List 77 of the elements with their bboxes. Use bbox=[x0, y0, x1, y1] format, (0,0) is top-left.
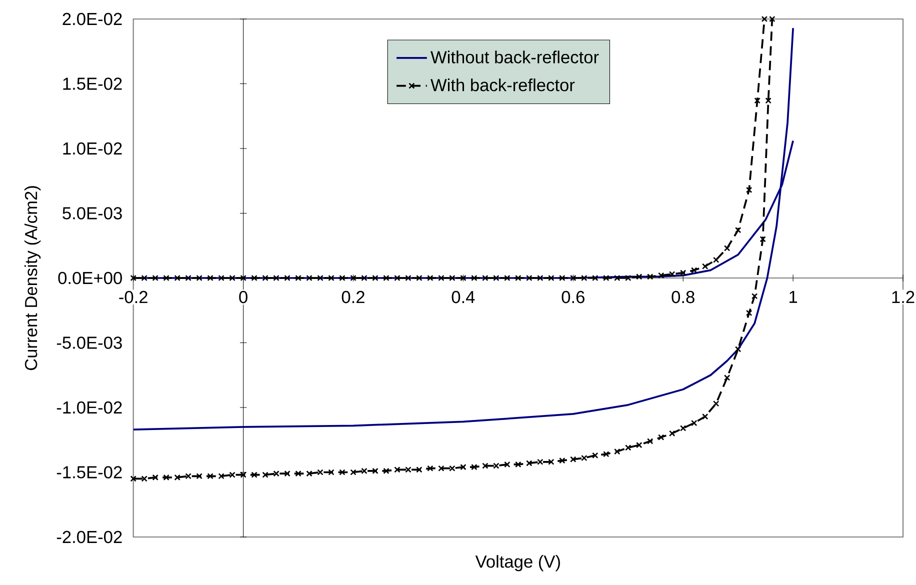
x-tick-label: 0.2 bbox=[342, 290, 364, 304]
x-tick-label: 0.6 bbox=[562, 290, 584, 304]
x-tick-label: 1.2 bbox=[892, 290, 914, 304]
x-axis-title: Voltage (V) bbox=[475, 555, 560, 572]
point bbox=[394, 274, 400, 282]
x-tick-label: 0.8 bbox=[672, 290, 694, 304]
point bbox=[515, 274, 522, 282]
point bbox=[493, 274, 500, 282]
point bbox=[141, 274, 148, 282]
point bbox=[152, 274, 158, 282]
point bbox=[702, 263, 708, 270]
y-axis-title: Current Density (A/cm2) bbox=[24, 186, 41, 370]
point bbox=[680, 270, 686, 276]
x-tick-label: 0 bbox=[239, 290, 248, 304]
point bbox=[548, 274, 554, 282]
y-tick-label: 1.5E-02 bbox=[63, 78, 122, 90]
point bbox=[295, 274, 302, 282]
x-tick-label: 0.4 bbox=[452, 290, 475, 304]
point bbox=[646, 274, 654, 280]
point bbox=[372, 274, 378, 282]
point bbox=[163, 274, 170, 282]
point bbox=[592, 274, 598, 282]
point bbox=[284, 274, 290, 282]
point bbox=[207, 274, 214, 282]
point bbox=[734, 226, 742, 234]
legend-label: With back-reflector bbox=[430, 78, 575, 92]
point bbox=[690, 267, 698, 274]
point bbox=[361, 274, 368, 282]
point bbox=[603, 274, 610, 282]
point bbox=[559, 274, 566, 282]
point bbox=[350, 274, 356, 282]
y-tick-label: -5.0E-03 bbox=[56, 336, 122, 349]
point bbox=[339, 274, 346, 282]
point bbox=[754, 97, 760, 104]
legend-label: Without back-reflector bbox=[430, 50, 599, 64]
point bbox=[218, 274, 224, 282]
y-tick-label: 0.0E+00 bbox=[58, 272, 122, 284]
y-tick-label: 2.0E-02 bbox=[62, 12, 122, 26]
point bbox=[712, 256, 720, 263]
point bbox=[383, 274, 390, 282]
point bbox=[658, 272, 664, 279]
y-tick-label: -1.0E-02 bbox=[56, 401, 122, 414]
point bbox=[614, 274, 620, 282]
point bbox=[482, 274, 488, 282]
point bbox=[251, 274, 258, 282]
x-tick-label: -0.2 bbox=[119, 290, 148, 304]
point bbox=[537, 274, 544, 282]
point bbox=[273, 274, 280, 282]
point bbox=[449, 274, 456, 282]
point bbox=[668, 270, 676, 278]
point bbox=[196, 274, 202, 282]
point bbox=[317, 274, 324, 282]
point bbox=[438, 274, 444, 282]
point bbox=[746, 186, 752, 194]
point bbox=[306, 274, 312, 282]
y-tick-label: -1.5E-02 bbox=[56, 466, 122, 478]
y-tick-label: -2.0E-02 bbox=[56, 530, 122, 544]
x-tick-label: 1 bbox=[790, 290, 798, 303]
point bbox=[460, 274, 466, 282]
y-tick-label: 1.0E-02 bbox=[63, 142, 122, 155]
point bbox=[471, 274, 478, 282]
point bbox=[504, 274, 510, 282]
y-tick-label: 5.0E-03 bbox=[62, 207, 122, 220]
point bbox=[416, 274, 422, 282]
point bbox=[405, 274, 412, 282]
point bbox=[570, 274, 576, 282]
point bbox=[262, 274, 268, 282]
point bbox=[328, 274, 334, 282]
point bbox=[229, 274, 236, 282]
point bbox=[581, 274, 588, 282]
point bbox=[636, 274, 642, 280]
point bbox=[185, 274, 192, 282]
point bbox=[625, 274, 632, 282]
point bbox=[526, 274, 532, 282]
point bbox=[724, 245, 730, 252]
point bbox=[427, 274, 434, 282]
point bbox=[174, 274, 180, 282]
